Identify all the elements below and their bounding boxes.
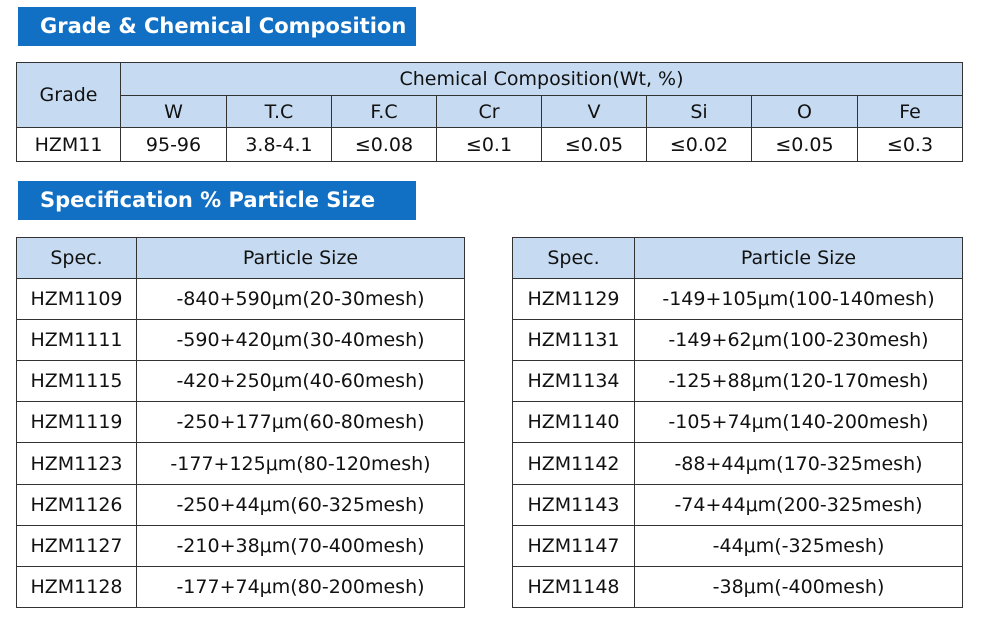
table-cell: HZM1123: [16, 442, 137, 485]
header-cell: Si: [646, 95, 752, 128]
table-cell: HZM1140: [512, 401, 635, 443]
table-cell: HZM1134: [512, 360, 635, 402]
header-cell: Grade: [16, 62, 121, 128]
header-cell: V: [541, 95, 647, 128]
table-cell: HZM1111: [16, 319, 137, 361]
table-cell: -105+74μm(140-200mesh): [634, 401, 963, 443]
table-cell: ≤0.1: [436, 127, 542, 162]
table-cell: -44μm(-325mesh): [634, 525, 963, 567]
table-cell: HZM1129: [512, 278, 635, 320]
table-cell: -177+74μm(80-200mesh): [136, 566, 465, 608]
table-cell: -125+88μm(120-170mesh): [634, 360, 963, 402]
table-cell: -840+590μm(20-30mesh): [136, 278, 465, 320]
table-cell: -590+420μm(30-40mesh): [136, 319, 465, 361]
table-cell: ≤0.05: [751, 127, 858, 162]
header-cell: Particle Size: [634, 237, 963, 279]
table-cell: -250+177μm(60-80mesh): [136, 401, 465, 443]
header-cell: O: [751, 95, 858, 128]
header-cell: F.C: [331, 95, 437, 128]
table-cell: HZM1147: [512, 525, 635, 567]
table-cell: -177+125μm(80-120mesh): [136, 442, 465, 485]
header-cell: T.C: [226, 95, 332, 128]
table-cell: ≤0.3: [857, 127, 963, 162]
header-cell: Fe: [857, 95, 963, 128]
table-cell: -420+250μm(40-60mesh): [136, 360, 465, 402]
table-cell: -38μm(-400mesh): [634, 566, 963, 608]
section-title: Grade & Chemical Composition: [18, 7, 416, 46]
table-cell: -149+62μm(100-230mesh): [634, 319, 963, 361]
table-cell: HZM1131: [512, 319, 635, 361]
table-cell: ≤0.08: [331, 127, 437, 162]
section-title: Specification % Particle Size: [18, 181, 416, 220]
table-cell: 3.8-4.1: [226, 127, 332, 162]
table-cell: HZM11: [16, 127, 121, 162]
table-cell: HZM1115: [16, 360, 137, 402]
table-cell: 95-96: [120, 127, 227, 162]
header-cell: Particle Size: [136, 237, 465, 279]
table-cell: HZM1128: [16, 566, 137, 608]
header-cell: W: [120, 95, 227, 128]
table-cell: HZM1148: [512, 566, 635, 608]
header-cell: Cr: [436, 95, 542, 128]
table-cell: -149+105μm(100-140mesh): [634, 278, 963, 320]
table-cell: HZM1126: [16, 484, 137, 526]
header-cell: Chemical Composition(Wt, %): [120, 62, 963, 96]
header-cell: Spec.: [16, 237, 137, 279]
table-cell: HZM1127: [16, 525, 137, 567]
table-cell: ≤0.02: [646, 127, 752, 162]
table-cell: HZM1143: [512, 484, 635, 526]
table-cell: HZM1142: [512, 442, 635, 485]
table-cell: -74+44μm(200-325mesh): [634, 484, 963, 526]
table-cell: ≤0.05: [541, 127, 647, 162]
header-cell: Spec.: [512, 237, 635, 279]
table-cell: -210+38μm(70-400mesh): [136, 525, 465, 567]
table-cell: -250+44μm(60-325mesh): [136, 484, 465, 526]
table-cell: -88+44μm(170-325mesh): [634, 442, 963, 485]
table-cell: HZM1109: [16, 278, 137, 320]
table-cell: HZM1119: [16, 401, 137, 443]
